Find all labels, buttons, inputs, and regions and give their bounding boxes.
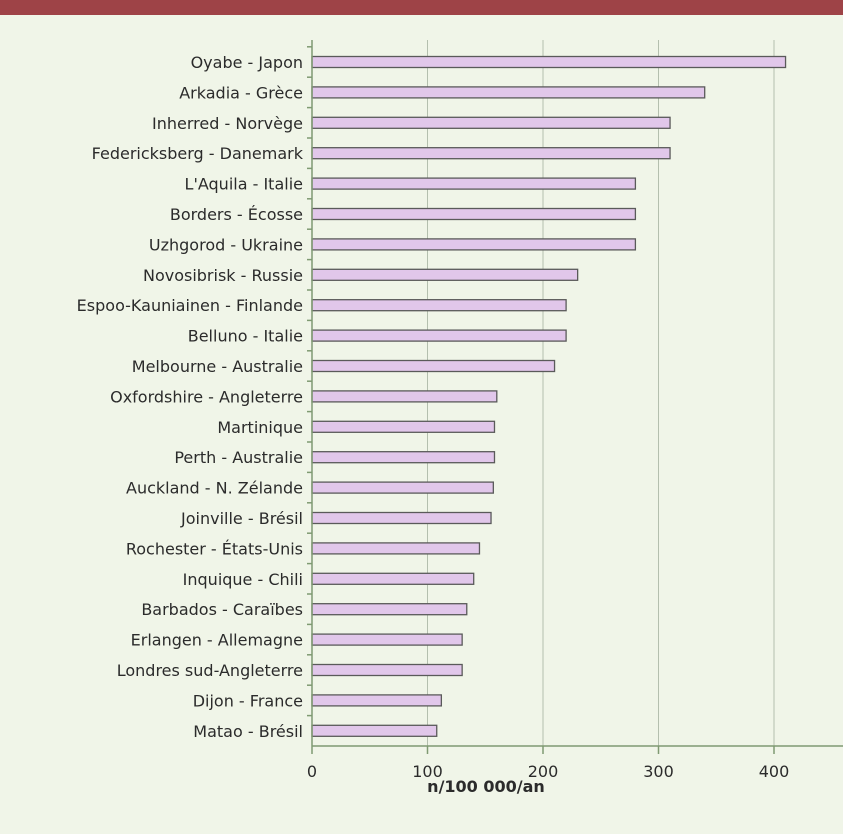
category-label: Inherred - Norvège xyxy=(152,114,303,133)
category-label: Matao - Brésil xyxy=(193,722,303,741)
category-label: Barbados - Caraïbes xyxy=(141,600,303,619)
bar xyxy=(311,572,475,585)
category-label: Rochester - États-Unis xyxy=(126,539,303,558)
bar xyxy=(311,603,468,616)
category-label: Londres sud-Angleterre xyxy=(117,661,303,680)
bar xyxy=(311,724,438,737)
x-tick-label: 100 xyxy=(412,762,443,781)
category-label: Espoo-Kauniainen - Finlande xyxy=(77,296,303,315)
bar xyxy=(311,116,671,129)
bar xyxy=(311,359,556,373)
category-label: Oyabe - Japon xyxy=(191,53,303,72)
bar xyxy=(311,299,567,312)
category-label: Arkadia - Grèce xyxy=(179,83,303,102)
x-tick-labels: 0 100 200 300 400 xyxy=(307,762,789,781)
category-label: Belluno - Italie xyxy=(188,327,303,346)
x-tick-label: 200 xyxy=(528,762,559,781)
bar xyxy=(311,390,498,403)
bar xyxy=(311,268,579,281)
category-label: Borders - Écosse xyxy=(170,205,303,224)
bars xyxy=(311,55,787,737)
bar xyxy=(311,86,706,99)
category-label: Perth - Australie xyxy=(174,448,303,467)
bar xyxy=(311,542,481,555)
bar xyxy=(311,147,671,160)
category-labels: Oyabe - Japon Arkadia - Grèce Inherred - N… xyxy=(77,53,304,741)
category-label: Federicksberg - Danemark xyxy=(92,144,304,163)
bar xyxy=(311,663,463,677)
x-tick-label: 400 xyxy=(759,762,790,781)
category-label: Martinique xyxy=(217,418,303,437)
bar xyxy=(311,55,787,69)
category-label: Novosibrisk - Russie xyxy=(143,266,303,285)
bar xyxy=(311,329,567,342)
x-tick-label: 0 xyxy=(307,762,317,781)
bar xyxy=(311,177,637,190)
axes xyxy=(307,40,843,754)
category-label: Oxfordshire - Angleterre xyxy=(110,387,303,406)
bar xyxy=(311,511,492,525)
bar xyxy=(311,420,496,433)
bar xyxy=(311,451,496,464)
top-accent-rule xyxy=(0,0,843,15)
bar xyxy=(311,238,637,251)
category-label: Erlangen - Allemagne xyxy=(131,631,303,650)
bar xyxy=(311,207,637,221)
x-tick-label: 300 xyxy=(643,762,674,781)
category-label: Melbourne - Australie xyxy=(132,357,303,376)
x-axis-label: n/100 000/an xyxy=(427,777,545,796)
bar xyxy=(311,633,463,646)
bar xyxy=(311,694,443,707)
bar xyxy=(311,481,494,494)
category-label: Inquique - Chili xyxy=(183,570,303,589)
category-label: Uzhgorod - Ukraine xyxy=(149,235,303,254)
category-label: Auckland - N. Zélande xyxy=(126,479,303,498)
category-label: Joinville - Brésil xyxy=(180,509,303,528)
category-label: Dijon - France xyxy=(193,691,303,710)
category-label: L'Aquila - Italie xyxy=(185,175,303,194)
